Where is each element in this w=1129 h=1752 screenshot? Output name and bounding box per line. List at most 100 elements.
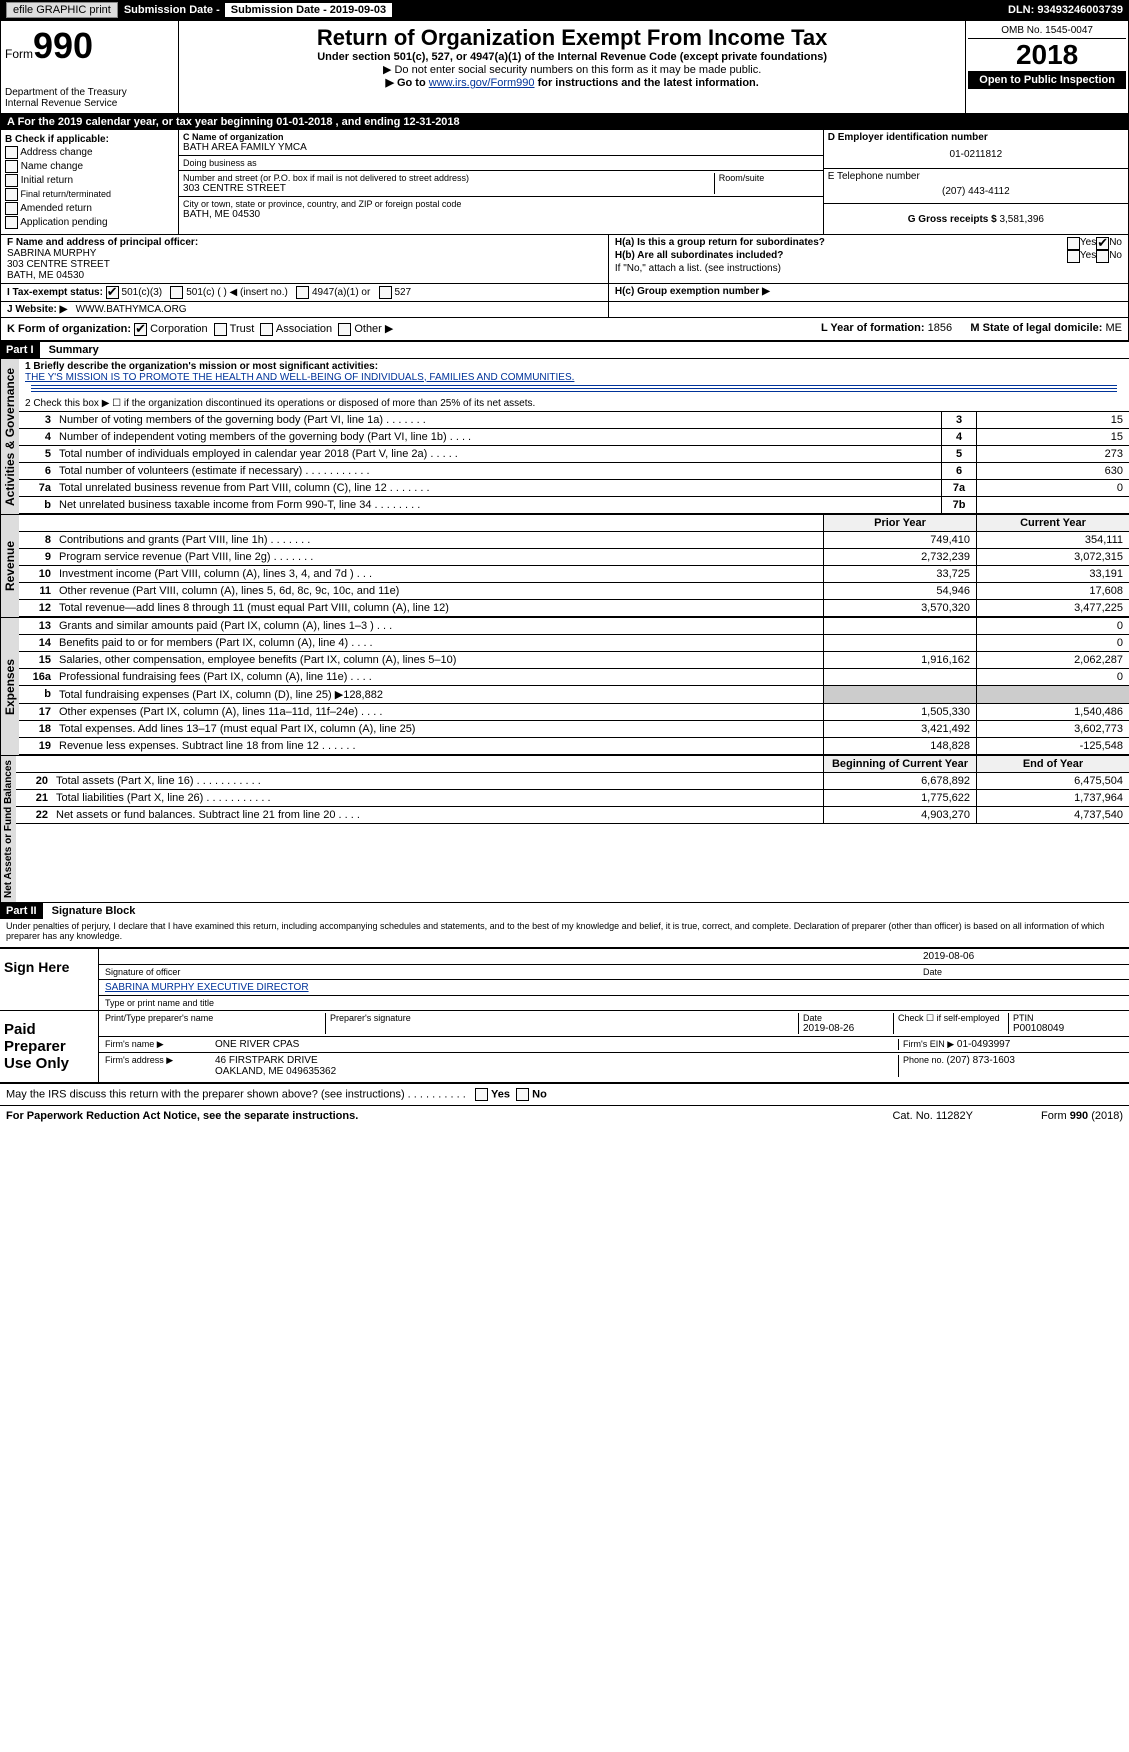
line-12: 12Total revenue—add lines 8 through 11 (… <box>19 600 1129 617</box>
firm-phone: (207) 873-1603 <box>947 1055 1015 1066</box>
form-subtitle: Under section 501(c), 527, or 4947(a)(1)… <box>183 51 961 63</box>
ein: 01-0211812 <box>828 143 1124 166</box>
officer-name: SABRINA MURPHY <box>7 248 602 259</box>
chk-501c[interactable] <box>170 286 183 299</box>
row-i-hc: I Tax-exempt status: 501(c)(3) 501(c) ( … <box>1 283 1128 301</box>
summary-line-4: 4Number of independent voting members of… <box>19 429 1129 446</box>
chk-initial-return[interactable]: Initial return <box>5 174 174 187</box>
part2-title: Signature Block <box>46 905 136 917</box>
phone: (207) 443-4112 <box>828 182 1124 201</box>
goto-line: ▶ Go to www.irs.gov/Form990 for instruct… <box>183 76 961 89</box>
line-15: 15Salaries, other compensation, employee… <box>19 652 1129 669</box>
chk-501c3[interactable] <box>106 286 119 299</box>
ha-yes[interactable] <box>1067 237 1080 250</box>
summary-line-5: 5Total number of individuals employed in… <box>19 446 1129 463</box>
row-j-website: J Website: ▶ WWW.BATHYMCA.ORG <box>1 301 1128 317</box>
header-block-bcd: B Check if applicable: Address change Na… <box>1 130 1128 234</box>
firm-name: ONE RIVER CPAS <box>215 1039 898 1050</box>
irs-label: Internal Revenue Service <box>5 98 174 109</box>
mission-text: THE Y'S MISSION IS TO PROMOTE THE HEALTH… <box>25 372 574 383</box>
revenue-block: Revenue Prior YearCurrent Year 8Contribu… <box>0 514 1129 617</box>
col-b-checkboxes: B Check if applicable: Address change Na… <box>1 130 179 234</box>
part2: Part II Signature Block <box>0 902 1129 919</box>
officer-addr2: BATH, ME 04530 <box>7 270 602 281</box>
tax-year: 2018 <box>968 39 1126 71</box>
line-11: 11Other revenue (Part VIII, column (A), … <box>19 583 1129 600</box>
activities-governance-block: Activities & Governance 1 Briefly descri… <box>0 358 1129 514</box>
efile-graphic-button[interactable]: efile GRAPHIC print <box>6 2 118 18</box>
form-title: Return of Organization Exempt From Incom… <box>183 25 961 51</box>
sig-date: 2019-08-06 <box>923 951 1123 962</box>
open-to-public: Open to Public Inspection <box>968 71 1126 89</box>
discuss-no[interactable] <box>516 1088 529 1101</box>
chk-other[interactable] <box>338 323 351 336</box>
perjury-statement: Under penalties of perjury, I declare th… <box>0 919 1129 943</box>
firm-ein: 01-0493997 <box>957 1039 1010 1050</box>
discuss-yes[interactable] <box>475 1088 488 1101</box>
chk-corp[interactable] <box>134 323 147 336</box>
line-13: 13Grants and similar amounts paid (Part … <box>19 618 1129 635</box>
chk-final-return[interactable]: Final return/terminated <box>5 188 174 201</box>
hb-yes[interactable] <box>1067 250 1080 263</box>
discuss-row: May the IRS discuss this return with the… <box>0 1083 1129 1106</box>
submission-date-label: Submission Date - <box>124 4 220 16</box>
dln: DLN: 93493246003739 <box>1008 4 1123 16</box>
col-d-ein-phone: D Employer identification number01-02118… <box>823 130 1128 234</box>
chk-527[interactable] <box>379 286 392 299</box>
omb-number: OMB No. 1545-0047 <box>968 23 1126 39</box>
line-10: 10Investment income (Part VIII, column (… <box>19 566 1129 583</box>
line-17: 17Other expenses (Part IX, column (A), l… <box>19 704 1129 721</box>
line-21: 21Total liabilities (Part X, line 26) . … <box>16 790 1129 807</box>
footer-form: Form 990 (2018) <box>973 1110 1123 1122</box>
line-b: bTotal fundraising expenses (Part IX, co… <box>19 686 1129 704</box>
chk-assoc[interactable] <box>260 323 273 336</box>
org-name: BATH AREA FAMILY YMCA <box>183 142 819 153</box>
part1: Part I Summary <box>0 341 1129 358</box>
ptin: P00108049 <box>1013 1023 1123 1034</box>
summary-line-7a: 7aTotal unrelated business revenue from … <box>19 480 1129 497</box>
officer-addr1: 303 CENTRE STREET <box>7 259 602 270</box>
sign-here-block: Sign Here 2019-08-06 Signature of office… <box>0 947 1129 1083</box>
row-f-h: F Name and address of principal officer:… <box>1 234 1128 283</box>
row-klm: K Form of organization: Corporation Trus… <box>1 317 1128 340</box>
firm-addr2: OAKLAND, ME 049635362 <box>215 1066 898 1077</box>
state-domicile: ME <box>1106 322 1123 334</box>
chk-name-change[interactable]: Name change <box>5 160 174 173</box>
line-20: 20Total assets (Part X, line 16) . . . .… <box>16 773 1129 790</box>
form-prefix: Form <box>5 47 33 61</box>
firm-addr1: 46 FIRSTPARK DRIVE <box>215 1055 898 1066</box>
col-c-org-info: C Name of organizationBATH AREA FAMILY Y… <box>179 130 823 234</box>
ha-no[interactable] <box>1096 237 1109 250</box>
chk-4947[interactable] <box>296 286 309 299</box>
irs-link[interactable]: www.irs.gov/Form990 <box>429 77 535 89</box>
part1-title: Summary <box>43 344 99 356</box>
side-expenses: Expenses <box>0 618 19 755</box>
chk-trust[interactable] <box>214 323 227 336</box>
officer-sig-name: SABRINA MURPHY EXECUTIVE DIRECTOR <box>105 982 1123 993</box>
website: WWW.BATHYMCA.ORG <box>76 304 187 315</box>
sign-here-label: Sign Here <box>0 949 99 1010</box>
footer: For Paperwork Reduction Act Notice, see … <box>0 1106 1129 1126</box>
form-header: Form990 Department of the Treasury Inter… <box>0 20 1129 114</box>
ssn-warning: ▶ Do not enter social security numbers o… <box>183 63 961 76</box>
dept-treasury: Department of the Treasury <box>5 87 174 98</box>
line-14: 14Benefits paid to or for members (Part … <box>19 635 1129 652</box>
efile-topbar: efile GRAPHIC print Submission Date - Su… <box>0 0 1129 20</box>
form-number: 990 <box>33 25 93 66</box>
line-9: 9Program service revenue (Part VIII, lin… <box>19 549 1129 566</box>
line-8: 8Contributions and grants (Part VIII, li… <box>19 532 1129 549</box>
expenses-block: Expenses 13Grants and similar amounts pa… <box>0 617 1129 755</box>
line-22: 22Net assets or fund balances. Subtract … <box>16 807 1129 824</box>
hb-no[interactable] <box>1096 250 1109 263</box>
year-formation: 1856 <box>928 322 952 334</box>
submission-date: Submission Date - 2019-09-03 <box>224 2 393 18</box>
chk-app-pending[interactable]: Application pending <box>5 216 174 229</box>
gross-receipts: 3,581,396 <box>999 214 1044 225</box>
summary-line-3: 3Number of voting members of the governi… <box>19 412 1129 429</box>
self-employed-check[interactable]: Check ☐ if self-employed <box>894 1013 1009 1034</box>
prep-date: 2019-08-26 <box>803 1023 893 1034</box>
chk-address-change[interactable]: Address change <box>5 146 174 159</box>
line-16a: 16aProfessional fundraising fees (Part I… <box>19 669 1129 686</box>
line2: 2 Check this box ▶ ☐ if the organization… <box>19 396 1129 412</box>
chk-amended[interactable]: Amended return <box>5 202 174 215</box>
